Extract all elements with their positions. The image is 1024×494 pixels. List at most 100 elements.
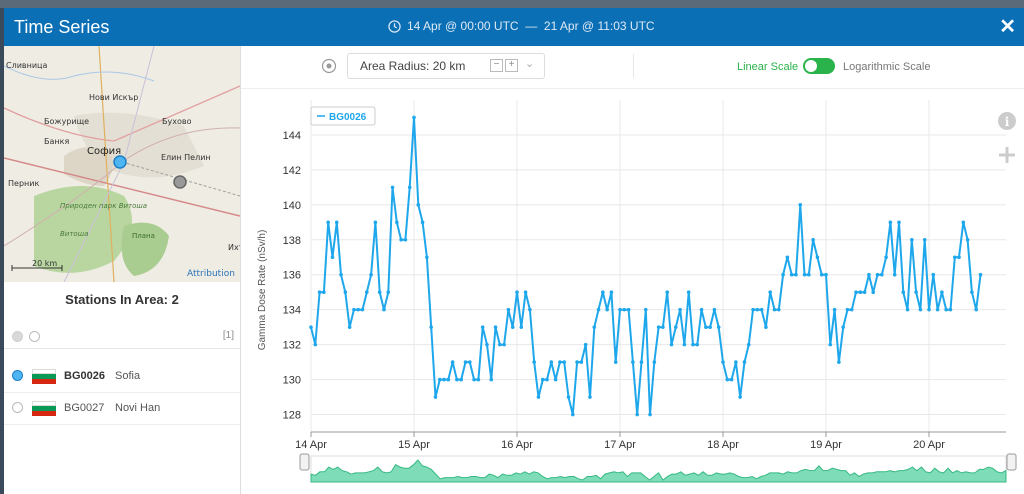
data-point[interactable] <box>377 290 382 295</box>
data-point[interactable] <box>815 255 820 260</box>
data-point[interactable] <box>738 395 742 399</box>
data-point[interactable] <box>974 307 979 312</box>
plus-icon[interactable]: + <box>505 59 518 72</box>
data-point[interactable] <box>742 360 747 364</box>
data-point[interactable] <box>618 307 622 312</box>
data-point[interactable] <box>819 272 824 277</box>
data-point[interactable] <box>828 342 833 347</box>
data-point[interactable] <box>442 377 446 382</box>
data-point[interactable] <box>948 307 953 312</box>
data-point[interactable] <box>643 307 648 312</box>
data-point[interactable] <box>390 185 395 190</box>
data-point[interactable] <box>429 325 433 329</box>
data-point[interactable] <box>905 307 910 312</box>
data-point[interactable] <box>536 395 541 399</box>
data-point[interactable] <box>755 307 760 312</box>
data-point[interactable] <box>957 255 961 260</box>
data-point[interactable] <box>665 290 670 295</box>
data-point[interactable] <box>549 360 554 364</box>
data-point[interactable] <box>596 307 601 312</box>
data-point[interactable] <box>867 272 871 277</box>
station-row-BG0027[interactable]: BG0027 Novi Han <box>4 392 240 425</box>
data-point[interactable] <box>356 307 361 312</box>
data-point[interactable] <box>824 272 828 277</box>
data-point[interactable] <box>910 237 914 242</box>
data-point[interactable] <box>708 325 712 329</box>
data-point[interactable] <box>652 360 657 364</box>
navigator-handle-left[interactable] <box>299 453 310 471</box>
data-point[interactable] <box>566 395 571 399</box>
chevron-down-icon[interactable]: ⌄ <box>525 58 535 70</box>
zoom-plus-icon[interactable] <box>999 147 1015 163</box>
data-point[interactable] <box>583 342 588 347</box>
data-point[interactable] <box>695 342 700 347</box>
data-point[interactable] <box>888 220 893 225</box>
data-point[interactable] <box>884 255 888 260</box>
navigator[interactable] <box>299 453 1017 483</box>
data-point[interactable] <box>781 272 785 277</box>
info-icon[interactable]: i <box>998 112 1016 130</box>
data-point[interactable] <box>386 290 391 295</box>
data-point[interactable] <box>699 307 704 312</box>
data-point[interactable] <box>412 115 416 120</box>
data-point[interactable] <box>978 272 983 277</box>
data-point[interactable] <box>918 307 923 312</box>
data-point[interactable] <box>498 342 502 347</box>
data-point[interactable] <box>528 307 532 312</box>
data-point[interactable] <box>807 272 811 277</box>
station-row-BG0026[interactable]: BG0026 Sofia <box>4 360 240 393</box>
data-point[interactable] <box>515 290 519 295</box>
data-point[interactable] <box>961 220 966 225</box>
data-point[interactable] <box>407 185 412 190</box>
data-point[interactable] <box>940 290 944 295</box>
navigator-handle-right[interactable] <box>1006 453 1017 471</box>
data-point[interactable] <box>339 272 343 277</box>
data-point[interactable] <box>678 307 682 312</box>
data-point[interactable] <box>721 360 725 364</box>
data-point[interactable] <box>970 290 974 295</box>
data-point[interactable] <box>922 237 927 242</box>
station-radio[interactable] <box>12 370 23 381</box>
data-point[interactable] <box>746 342 751 347</box>
data-point[interactable] <box>519 325 524 329</box>
data-point[interactable] <box>935 307 940 312</box>
data-point[interactable] <box>382 307 386 312</box>
data-point[interactable] <box>364 290 369 295</box>
data-point[interactable] <box>450 360 455 364</box>
data-point[interactable] <box>837 360 841 364</box>
data-point[interactable] <box>682 342 687 347</box>
data-point[interactable] <box>673 325 678 329</box>
data-point[interactable] <box>579 360 584 364</box>
data-point[interactable] <box>309 325 313 329</box>
data-point[interactable] <box>862 290 867 295</box>
data-point[interactable] <box>841 325 845 329</box>
data-point[interactable] <box>897 220 901 225</box>
data-point[interactable] <box>373 220 378 225</box>
data-point[interactable] <box>459 377 464 382</box>
data-point[interactable] <box>545 377 549 382</box>
data-point[interactable] <box>631 360 635 364</box>
data-point[interactable] <box>395 220 399 225</box>
data-point[interactable] <box>485 342 489 347</box>
scale-toggle[interactable] <box>803 58 835 74</box>
data-point[interactable] <box>798 203 803 207</box>
data-point[interactable] <box>313 342 318 347</box>
data-point[interactable] <box>523 290 528 295</box>
station-marker-BG0026[interactable] <box>113 155 127 169</box>
data-point[interactable] <box>965 237 970 242</box>
data-point[interactable] <box>613 360 618 364</box>
data-point[interactable] <box>480 325 485 329</box>
data-point[interactable] <box>622 307 627 312</box>
map-attribution[interactable]: Attribution <box>187 269 235 279</box>
data-point[interactable] <box>317 290 322 295</box>
data-point[interactable] <box>734 360 738 364</box>
linear-scale-label[interactable]: Linear Scale <box>737 61 799 73</box>
data-point[interactable] <box>540 377 545 382</box>
data-point[interactable] <box>352 307 356 312</box>
data-point[interactable] <box>592 325 597 329</box>
select-none-radio[interactable] <box>29 331 40 342</box>
data-point[interactable] <box>601 290 605 295</box>
data-point[interactable] <box>326 220 330 225</box>
data-point[interactable] <box>776 307 781 312</box>
station-radio[interactable] <box>12 402 23 413</box>
